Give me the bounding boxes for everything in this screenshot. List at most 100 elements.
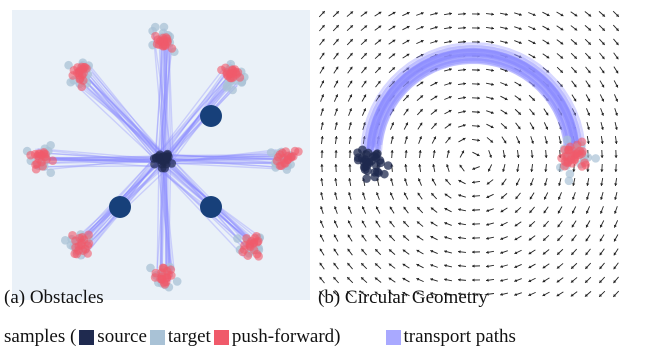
transport-path [169, 162, 282, 165]
field-arrowhead [587, 112, 591, 116]
transport-path [77, 81, 162, 157]
field-arrowhead [588, 13, 592, 17]
field-arrowhead [319, 276, 323, 280]
field-arrowhead [571, 265, 575, 269]
field-arrowhead [486, 208, 490, 212]
field-arrowhead [348, 164, 352, 167]
transport-path [367, 49, 579, 150]
field-arrowhead [599, 280, 603, 283]
target-swatch [149, 329, 165, 345]
field-arrowhead [417, 178, 421, 182]
field-arrowhead [528, 293, 532, 297]
field-arrowhead [528, 251, 532, 255]
field-arrowhead [487, 168, 491, 172]
source-sample [373, 149, 382, 158]
field-arrowhead [615, 13, 619, 17]
field-arrowhead [472, 208, 475, 212]
field-arrowhead [518, 41, 522, 45]
field-arrowhead [544, 141, 548, 144]
field-arrowhead [320, 178, 324, 181]
field-arrowhead [335, 94, 339, 98]
field-arrowhead [335, 80, 339, 84]
field-arrowhead [585, 224, 589, 228]
field-arrowhead [530, 140, 534, 144]
field-arrowhead [614, 141, 618, 144]
transport-path [155, 45, 174, 169]
transport-path [46, 159, 165, 162]
field-arrowhead [445, 178, 449, 182]
transport-path [76, 71, 157, 163]
target-sample [562, 135, 572, 145]
field-arrowhead [491, 12, 494, 16]
field-arrowhead [514, 251, 518, 255]
field-arrowhead [321, 38, 325, 42]
field-arrowhead [530, 169, 534, 172]
transport-path [77, 77, 160, 153]
field-arrowhead [319, 248, 323, 252]
field-arrowhead [375, 234, 379, 238]
pushforward-sample [581, 160, 590, 170]
field-arrowhead [418, 150, 422, 153]
field-arrowhead [333, 276, 337, 280]
field-arrowhead [364, 11, 368, 15]
field-arrowhead [416, 277, 420, 281]
field-arrowhead [472, 222, 475, 226]
field-arrowhead [585, 266, 589, 269]
field-arrowhead [615, 28, 619, 31]
source-sample [380, 169, 389, 179]
transport-path [167, 81, 226, 158]
transport-path [377, 59, 569, 154]
field-arrowhead [574, 13, 578, 17]
source-sample [155, 150, 165, 159]
field-arrowhead [529, 210, 533, 214]
field-arrowhead [430, 207, 434, 211]
field-arrowhead [390, 136, 394, 139]
field-arrowhead [585, 210, 589, 214]
field-arrowhead [557, 196, 561, 200]
field-arrowhead [491, 26, 494, 30]
field-arrowhead [364, 39, 367, 43]
field-arrowhead [320, 150, 324, 153]
field-arrowhead [613, 238, 617, 242]
field-arrowhead [601, 70, 605, 74]
field-arrowhead [375, 249, 379, 253]
transport-path [35, 148, 165, 164]
transport-path [82, 70, 158, 160]
pushforward-sample [565, 142, 575, 152]
source-sample [362, 174, 371, 183]
caption-obstacles: (a) Obstacles [4, 287, 104, 308]
field-arrowhead [361, 248, 365, 252]
field-arrowhead [544, 182, 548, 186]
field-arrowhead [559, 112, 563, 116]
pushforward-sample [32, 159, 42, 169]
field-arrowhead [377, 80, 381, 84]
transport-path [47, 158, 158, 162]
field-arrowhead [600, 155, 604, 158]
transport-path [159, 77, 234, 162]
field-arrowhead [417, 192, 421, 196]
field-arrowhead [405, 108, 409, 112]
field-arrowhead [349, 94, 353, 98]
field-arrowhead [514, 223, 518, 227]
pushforward-sample [79, 69, 88, 78]
transport-path [85, 76, 167, 160]
transport-path [37, 157, 167, 163]
field-arrowhead [514, 292, 518, 296]
field-arrowhead [545, 112, 549, 116]
transport-path [165, 154, 285, 161]
field-arrowhead [599, 238, 603, 242]
field-arrowhead [319, 220, 323, 224]
field-arrowhead [420, 11, 424, 15]
field-arrowhead [334, 178, 338, 181]
field-arrowhead [348, 178, 352, 181]
transport-path [169, 154, 274, 163]
source-sample [361, 150, 371, 159]
field-arrowhead [599, 210, 603, 214]
transport-path [156, 158, 291, 161]
field-arrowhead [320, 206, 324, 210]
field-arrowhead [348, 150, 352, 153]
field-arrowhead [542, 265, 546, 269]
field-arrowhead [600, 141, 604, 144]
field-arrowhead [361, 220, 365, 224]
field-arrowhead [518, 12, 522, 16]
